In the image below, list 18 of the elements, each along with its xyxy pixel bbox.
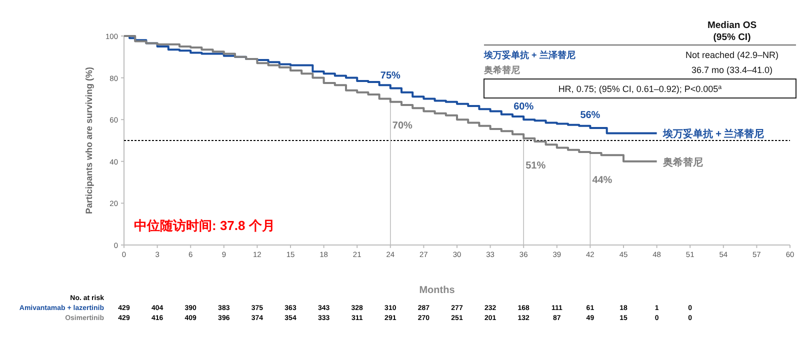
- series-label: 奥希替尼: [662, 156, 703, 168]
- annotation: Not reached (42.9–NR): [685, 50, 779, 60]
- y-axis-title: Participants who are surviving (%): [84, 66, 94, 214]
- annotation: 中位随访时间: 37.8 个月: [134, 218, 275, 233]
- annotation: 36.7 mo (33.4–41.0): [691, 65, 773, 75]
- annotation: 44%: [592, 175, 612, 186]
- text: 奥希替尼: [484, 65, 520, 75]
- x-axis-title: Months: [419, 285, 456, 296]
- annotation: HR, 0.75; (95% CI, 0.61–0.92); P<0.005$^{a}$: [558, 84, 722, 94]
- annotation: 75%: [380, 70, 401, 82]
- text: Median OS: [707, 20, 757, 31]
- annotation: 60%: [514, 102, 534, 113]
- series-label: 埃万妥单抗 + 兰泽替尼: [662, 128, 764, 140]
- text: 埃万妥单抗 + 兰泽替尼: [484, 50, 576, 60]
- annotation: 56%: [580, 110, 600, 121]
- annotation: 51%: [526, 160, 546, 172]
- annotation: 70%: [392, 120, 413, 132]
- annotation: (95% CI): [713, 32, 751, 43]
